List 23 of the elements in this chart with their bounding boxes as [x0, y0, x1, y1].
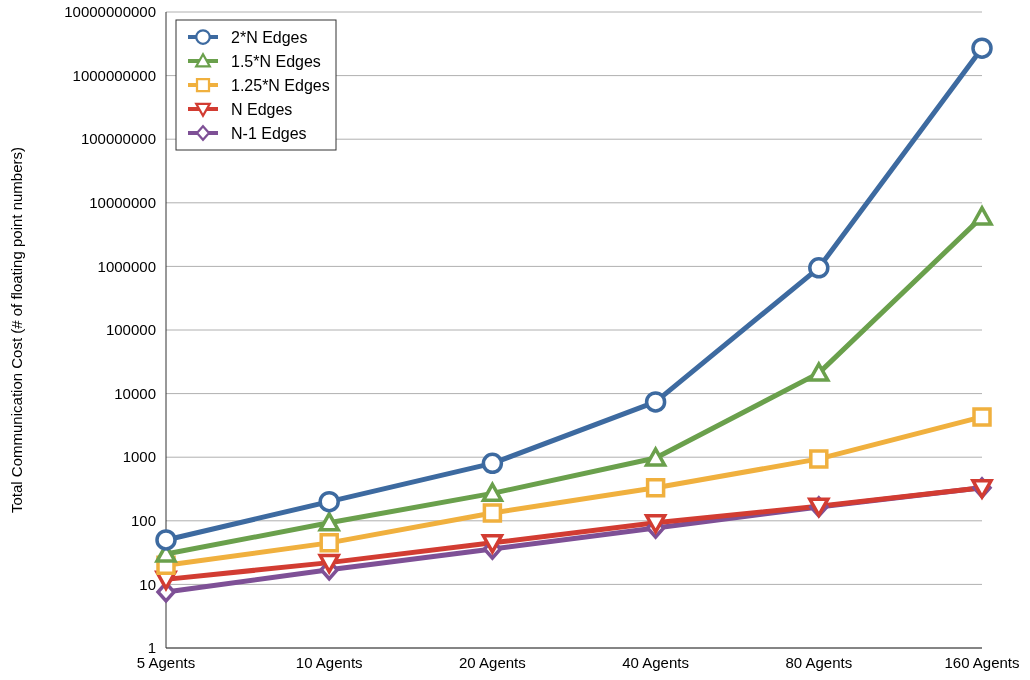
y-tick-label: 100000000: [80, 130, 156, 148]
y-tick-label: 1000000000: [72, 66, 156, 84]
y-axis-title: Total Communication Cost (# of floating point numbers): [8, 146, 25, 514]
legend-label: N-1 Edges: [231, 124, 307, 142]
y-tick-label: 10000000000: [64, 3, 156, 21]
y-tick-label: 1000: [122, 448, 156, 466]
x-tick-label: 20 Agents: [459, 654, 526, 671]
y-tick-label: 1000000: [97, 257, 156, 275]
x-tick-label: 160 Agents: [944, 654, 1020, 671]
y-tick-label: 100000: [105, 321, 156, 339]
y-tick-label: 1: [147, 639, 156, 657]
legend-label: 1.25*N Edges: [231, 76, 330, 94]
x-tick-label: 10 Agents: [295, 654, 363, 671]
y-tick-label: 10: [139, 575, 156, 593]
x-tick-label: 5 Agents: [136, 654, 196, 671]
y-tick-label: 100: [130, 512, 156, 530]
x-tick-label: 40 Agents: [622, 654, 689, 671]
legend-label: N Edges: [231, 100, 293, 118]
y-tick-label: 10000: [114, 384, 156, 402]
x-tick-label: 80 Agents: [785, 654, 853, 671]
legend-label: 1.5*N Edges: [231, 52, 321, 70]
legend-label: 2*N Edges: [231, 28, 308, 46]
y-tick-label: 10000000: [89, 194, 156, 212]
